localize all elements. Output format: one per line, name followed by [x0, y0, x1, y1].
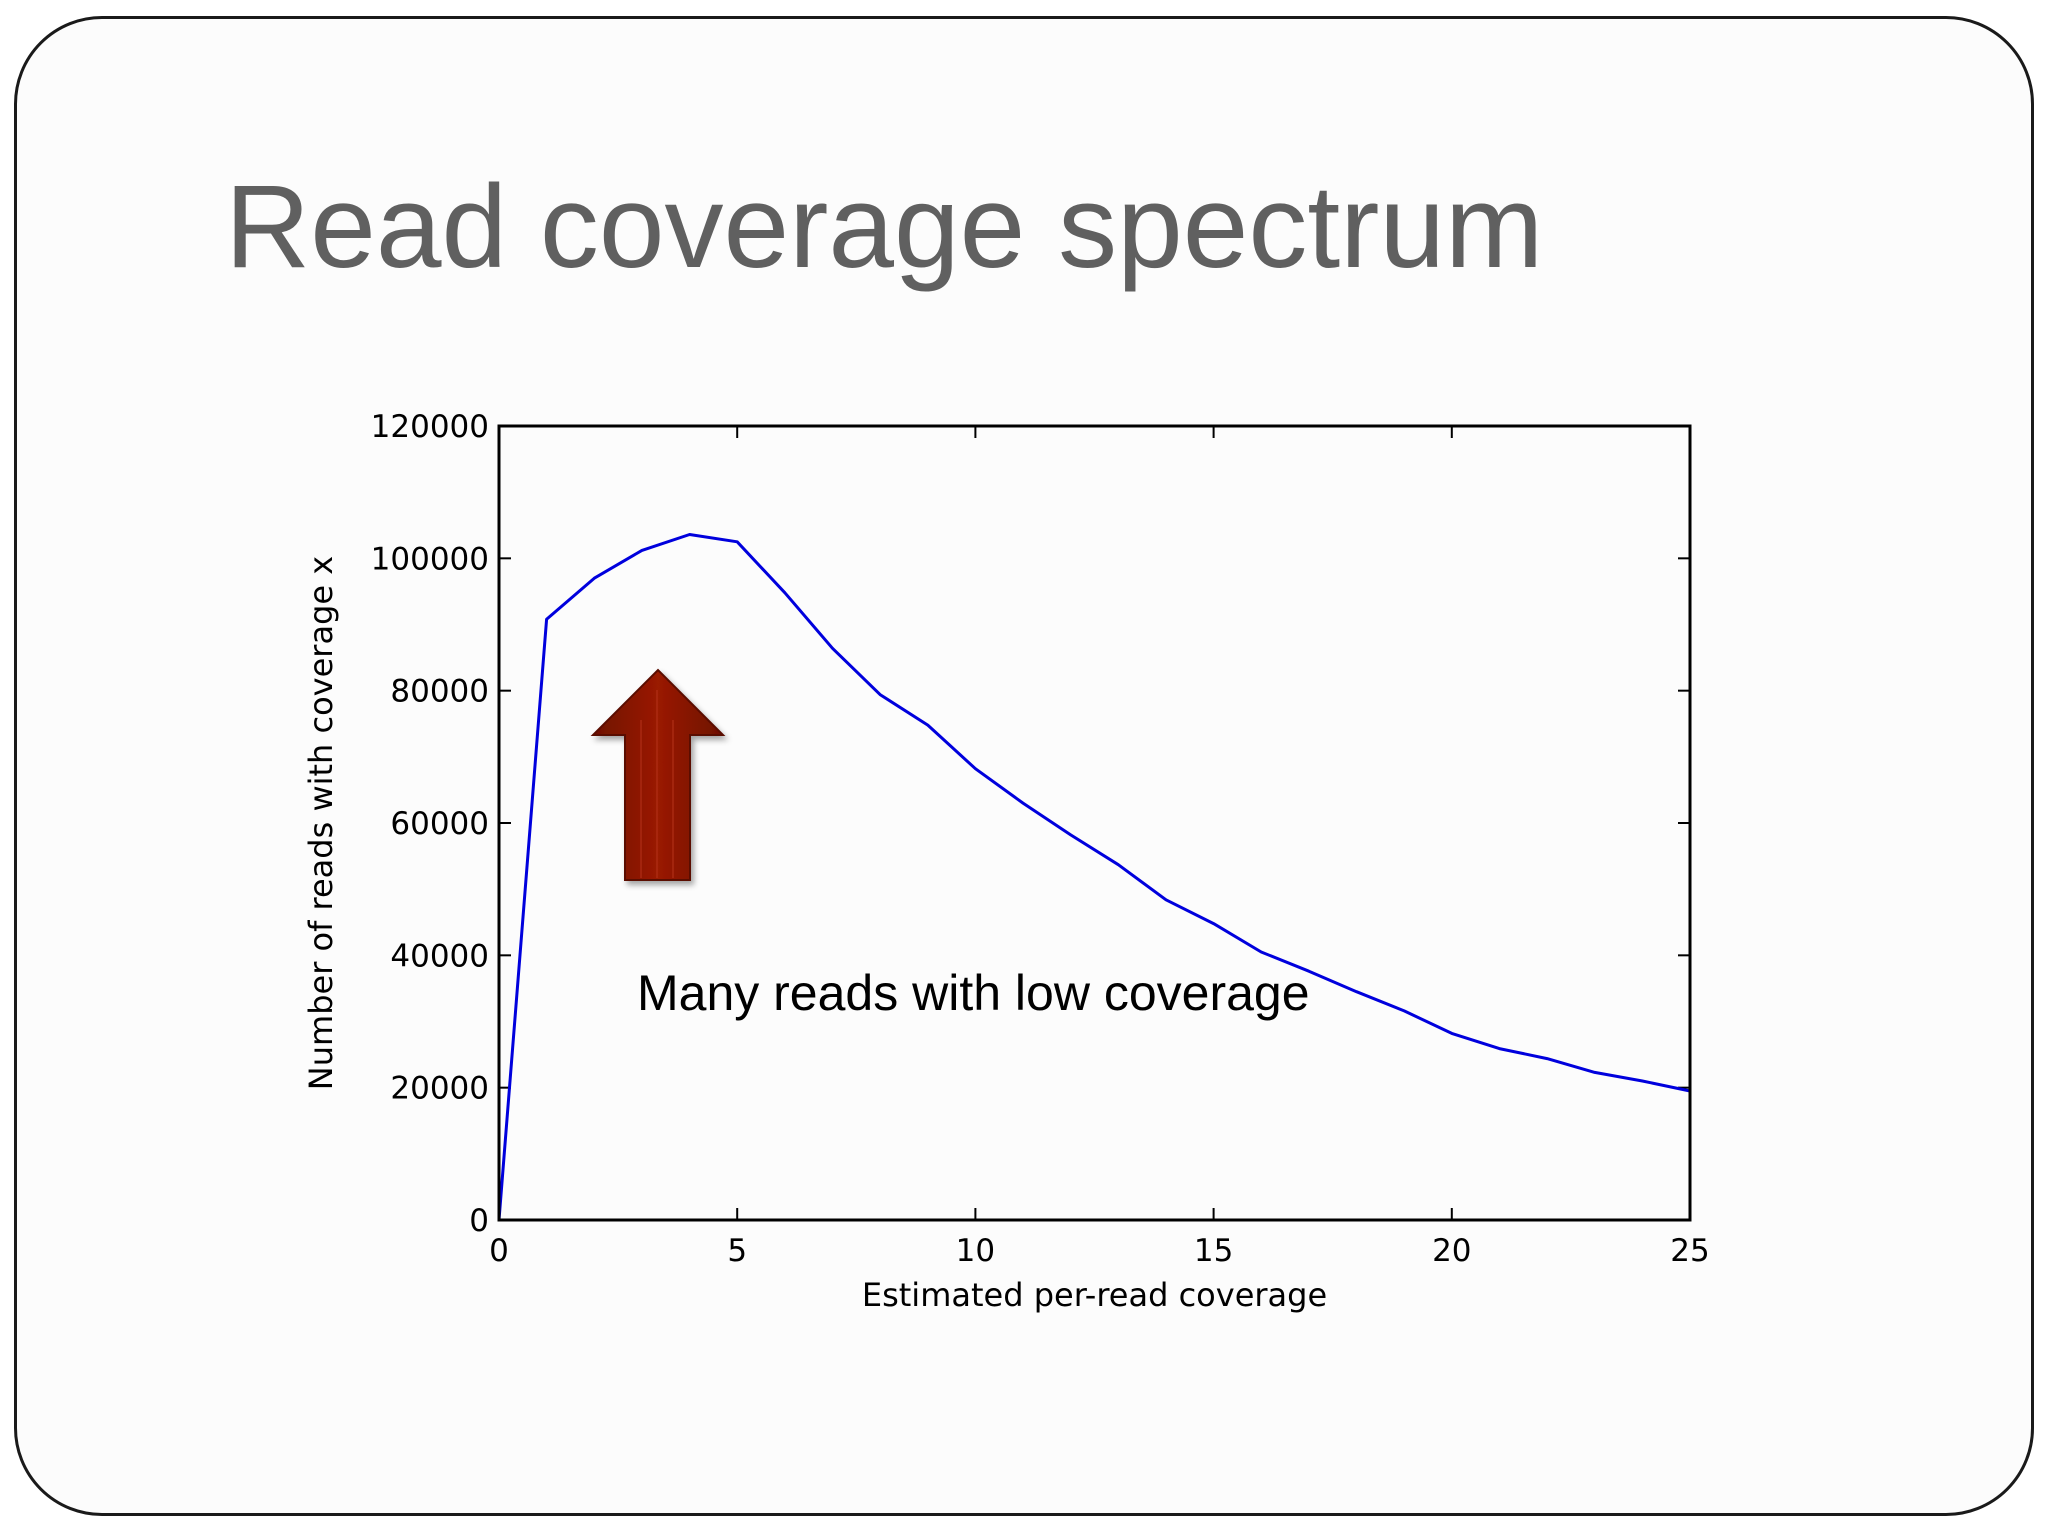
data-point	[1307, 970, 1311, 973]
data-point	[1498, 1047, 1501, 1050]
series-line	[497, 533, 1691, 1221]
x-tick-label: 15	[1194, 1233, 1233, 1269]
data-point	[1355, 990, 1358, 993]
data-point	[926, 723, 929, 727]
x-tick-label: 20	[1432, 1233, 1471, 1269]
data-point	[1069, 833, 1072, 837]
data-point	[736, 540, 739, 543]
data-point	[1164, 898, 1168, 901]
data-point	[1402, 1009, 1406, 1013]
data-point	[974, 767, 977, 770]
data-point	[1641, 1079, 1644, 1083]
plot-frame	[497, 424, 1692, 1222]
data-point	[783, 591, 787, 594]
data-point	[1545, 1057, 1549, 1060]
x-tick-label: 0	[489, 1233, 509, 1269]
y-axis-ticks: 0 20000 40000 60000 80000 100000 120000	[371, 409, 1690, 1239]
data-point	[545, 618, 548, 621]
data-point	[688, 533, 691, 536]
data-point	[1260, 950, 1263, 954]
x-axis-label: Estimated per-read coverage	[862, 1276, 1327, 1314]
y-axis-label: Number of reads with coverage x	[302, 556, 340, 1090]
x-tick-label: 25	[1670, 1233, 1709, 1269]
up-arrow-icon	[590, 668, 726, 881]
data-point	[640, 549, 644, 552]
data-point	[1212, 922, 1215, 925]
data-point	[1450, 1032, 1454, 1035]
y-tick-label: 100000	[371, 541, 489, 577]
y-tick-label: 60000	[390, 806, 489, 842]
y-tick-label: 0	[469, 1203, 489, 1239]
y-tick-label: 120000	[371, 409, 489, 445]
data-point	[831, 647, 834, 650]
x-tick-label: 5	[727, 1233, 747, 1269]
data-point	[1117, 863, 1120, 866]
data-point	[1021, 801, 1025, 805]
annotation-text: Many reads with low coverage	[637, 965, 1310, 1021]
x-axis-ticks: 0 5 10 15 20 25	[489, 426, 1710, 1269]
slide-title: Read coverage spectrum	[225, 161, 1544, 293]
y-tick-label: 80000	[390, 674, 489, 710]
data-point	[593, 576, 596, 580]
y-tick-label: 20000	[390, 1071, 489, 1107]
data-point	[1593, 1071, 1596, 1074]
x-tick-label: 10	[956, 1233, 995, 1269]
y-tick-label: 40000	[390, 938, 489, 974]
slide-frame	[14, 16, 2034, 1516]
data-point	[878, 693, 882, 696]
